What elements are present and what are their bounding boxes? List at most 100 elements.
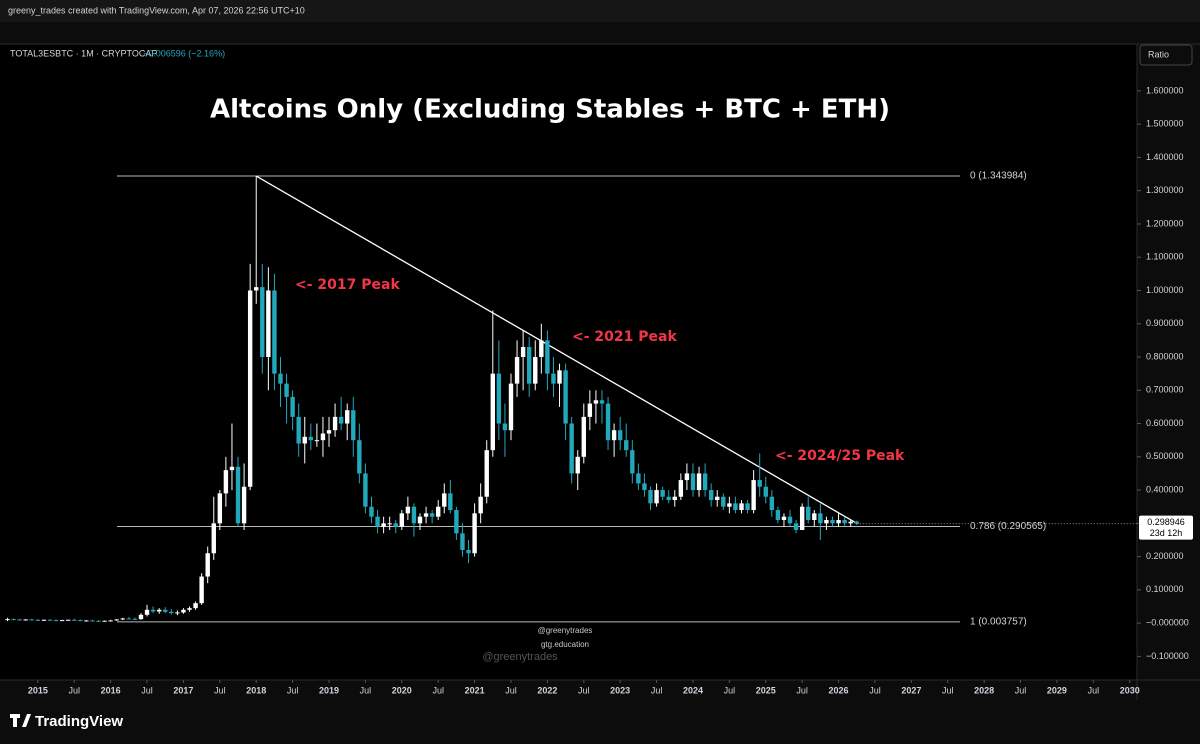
candle-body [836,520,841,524]
candle-body [417,516,423,524]
countdown: 23d 12h [1150,528,1183,538]
candle-body [156,609,162,612]
candle-body [290,396,295,417]
candle-body [454,510,459,534]
x-tick-label: Jul [1088,685,1100,695]
candle-body [429,513,435,517]
fib-label: 1 (0.003757) [970,617,1027,628]
candle-body [763,486,768,497]
candle-body [721,496,726,507]
candle-body [47,619,53,621]
candle-body [17,619,22,621]
candle-body [715,496,720,501]
candle-body [381,523,386,527]
candle-body [545,340,550,374]
candle-body [696,473,702,491]
candle-body [187,608,192,610]
candle-body [442,493,447,507]
candle-body [520,347,526,358]
x-tick-label: 2025 [756,685,776,695]
candle-body [84,620,89,622]
trendline [255,175,858,524]
candle-body [254,287,259,291]
x-tick-label: 2022 [537,685,557,695]
candle-body [466,549,471,554]
last-price: 0.298946 [1147,517,1185,527]
candle-body [138,614,144,620]
candle-body [399,513,405,527]
scale-button-label[interactable]: Ratio [1148,49,1169,59]
watermark: @greenytrades [482,651,558,663]
candle-body [278,373,283,384]
candle-body [96,620,101,622]
x-tick-label: 2016 [101,685,121,695]
scale-button[interactable] [1139,44,1193,66]
candle-body [193,603,198,609]
candle-body [108,620,113,622]
candle-body [284,383,289,397]
candle-body [114,619,119,621]
candle-body [611,430,617,441]
candle-body [854,521,859,524]
candle-body [132,618,138,620]
candle-body [490,373,495,451]
candle-body [672,496,677,501]
candle-body [514,357,520,384]
annotation: <- 2021 Peak [572,329,677,345]
y-tick-label: 1.300000 [1146,185,1184,195]
candle-body [229,466,235,471]
x-tick-label: 2027 [901,685,921,695]
fib-label: 0.786 (0.290565) [970,521,1046,532]
candle-body [678,480,684,497]
candle-body [35,619,41,621]
candle-body [5,619,10,621]
candle-body [533,357,538,384]
watermark: gtg.education [541,640,589,649]
x-tick-label: 2017 [173,685,193,695]
y-tick-label: 0.700000 [1146,385,1184,395]
candle-body [332,416,338,431]
candle-body [241,486,247,524]
candle-body [405,506,411,514]
candle-body [502,423,508,431]
candle-body [575,456,580,474]
candle-body [581,416,586,457]
y-tick-label: 0.900000 [1146,318,1184,328]
candle-body [636,473,641,484]
x-tick-label: 2026 [829,685,849,695]
candle-body [72,619,77,621]
x-tick-label: Jul [505,685,517,695]
candle-body [569,423,574,474]
candle-body [436,506,441,517]
x-tick-label: 2030 [1120,685,1140,695]
candle-body [830,520,835,524]
candle-body [508,383,514,431]
candle-body [781,516,787,521]
candle-body [775,510,781,521]
plot-area [0,44,1137,680]
candle-body [375,516,380,527]
candle-body [29,619,34,621]
annotation: <- 2024/25 Peak [775,448,905,464]
candle-body [90,620,95,622]
candle-body [102,620,107,622]
y-tick-label: 1.200000 [1146,218,1184,228]
candle-body [223,470,229,494]
candle-body [684,473,690,481]
candle-body [387,523,392,525]
x-tick-label: Jul [141,685,153,695]
candle-body [551,373,556,384]
candle-body [326,430,332,434]
candle-body [53,620,59,622]
candle-body [272,290,277,374]
x-tick-label: Jul [869,685,881,695]
candle-body [357,440,362,474]
x-tick-label: Jul [1015,685,1027,695]
x-tick-label: Jul [360,685,372,695]
candle-body [460,533,465,550]
watermark: @greenytrades [538,626,593,635]
y-tick-label: 0.800000 [1146,351,1184,361]
candle-body [690,473,696,491]
candle-body [351,410,356,441]
x-tick-label: Jul [287,685,299,695]
